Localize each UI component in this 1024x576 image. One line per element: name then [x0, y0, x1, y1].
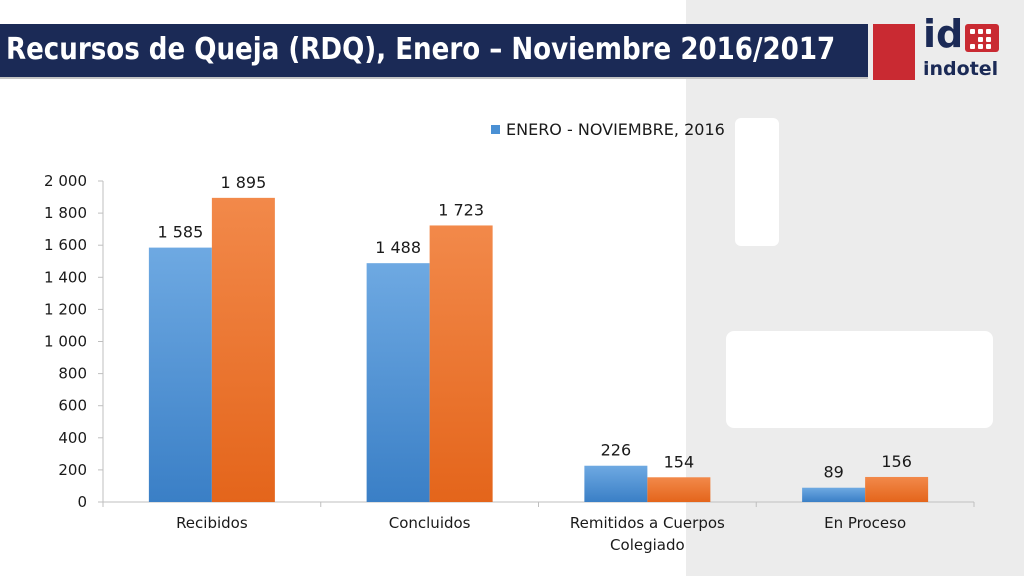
bar	[802, 487, 866, 502]
x-tick-label: En Proceso	[824, 514, 906, 532]
decorative-box	[726, 331, 993, 428]
logo-red-block	[873, 24, 915, 80]
indotel-logo: id indotel	[873, 12, 1005, 82]
y-tick-label: 1 400	[44, 268, 87, 286]
y-tick-label: 0	[77, 493, 87, 511]
y-tick-label: 400	[58, 429, 87, 447]
bar	[865, 476, 929, 502]
bar	[647, 477, 711, 502]
title-bar: Recursos de Queja (RDQ), Enero – Noviemb…	[0, 24, 868, 79]
logo-grid-icon	[965, 24, 999, 52]
bar	[584, 465, 648, 502]
bar	[429, 225, 493, 502]
data-label: 1 488	[375, 238, 421, 257]
legend-swatch	[491, 125, 500, 134]
y-tick-label: 800	[58, 365, 87, 383]
bar	[211, 197, 275, 503]
y-tick-label: 1 000	[44, 333, 87, 351]
logo-id-text: id	[923, 12, 964, 56]
data-label: 89	[823, 463, 843, 482]
legend-label: ENERO - NOVIEMBRE, 2016	[506, 120, 725, 139]
x-tick-label: Colegiado	[610, 536, 685, 554]
y-tick-label: 1 600	[44, 236, 87, 254]
data-label: 226	[601, 441, 632, 460]
slide-title: Recursos de Queja (RDQ), Enero – Noviemb…	[6, 32, 836, 67]
x-tick-label: Recibidos	[176, 514, 248, 532]
y-tick-label: 1 800	[44, 204, 87, 222]
x-tick-label: Concluidos	[389, 514, 471, 532]
logo-name-text: indotel	[923, 58, 999, 80]
data-label: 154	[664, 452, 695, 471]
bar	[366, 263, 430, 502]
x-tick-label: Remitidos a Cuerpos	[570, 514, 725, 532]
data-label: 1 723	[438, 200, 484, 219]
decorative-block	[735, 118, 779, 246]
y-tick-label: 600	[58, 397, 87, 415]
bar	[148, 247, 212, 502]
data-label: 1 895	[220, 173, 266, 192]
data-label: 1 585	[157, 223, 203, 242]
y-tick-label: 2 000	[44, 172, 87, 190]
background-panel	[686, 0, 1024, 576]
y-tick-label: 200	[58, 461, 87, 479]
y-tick-label: 1 200	[44, 300, 87, 318]
data-label: 156	[881, 452, 912, 471]
